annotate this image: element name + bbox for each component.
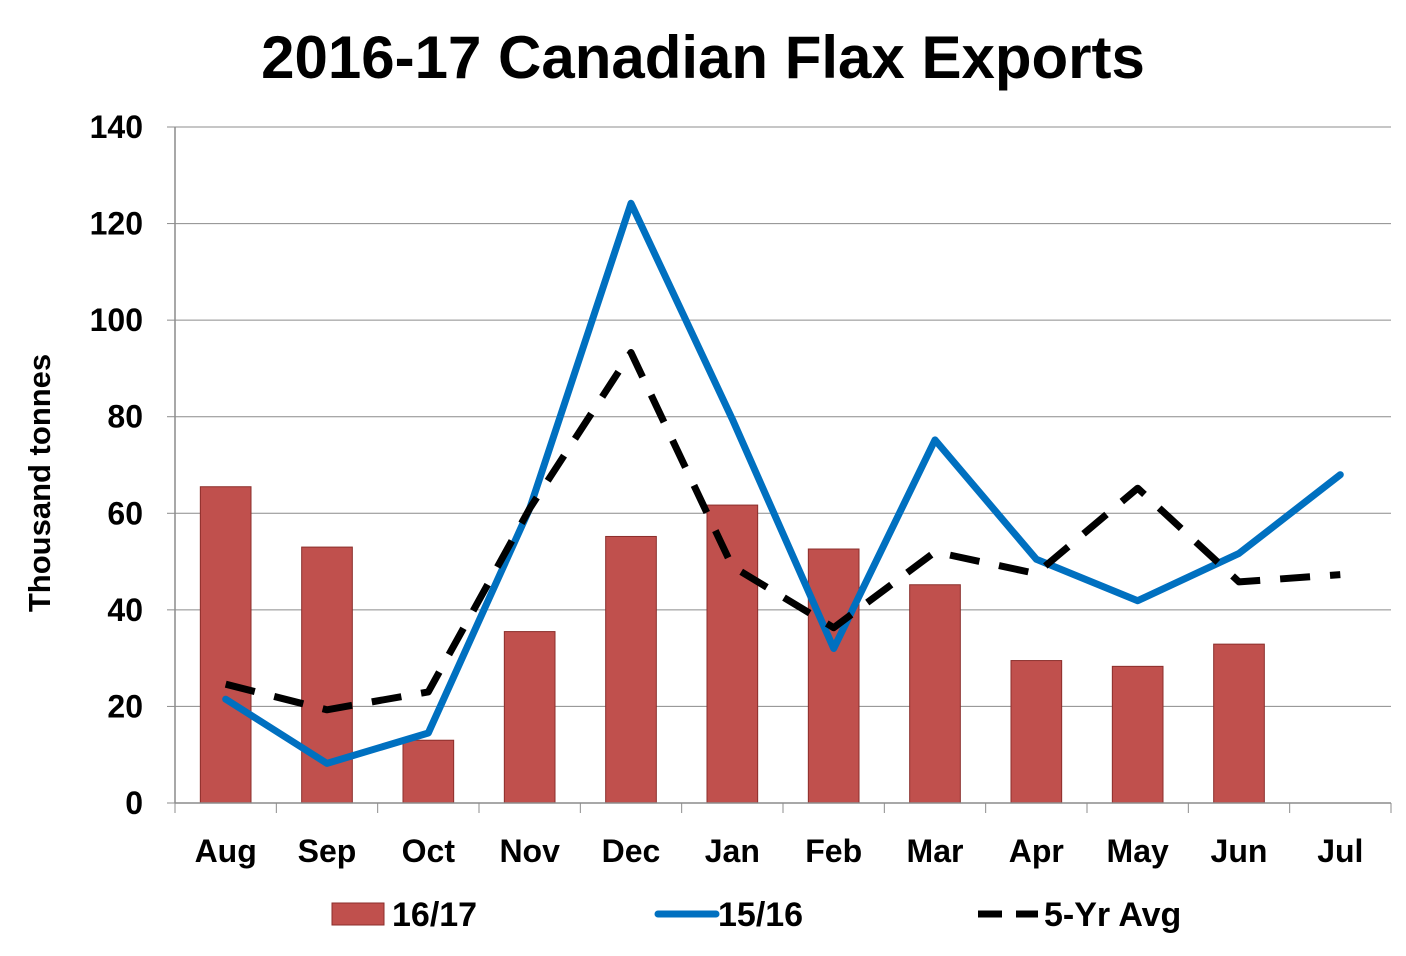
x-tick-labels: Aug Sep Oct Nov Dec Jan Feb Mar Apr May Jun Jul <box>195 833 1364 869</box>
series-line <box>222 199 1344 767</box>
x-tick-label: Oct <box>402 833 456 869</box>
x-tick-label: Feb <box>805 833 862 869</box>
x-tick-label: Nov <box>499 833 560 869</box>
y-tick-labels: 0 20 40 60 80 100 120 140 <box>90 109 143 821</box>
y-tick-label: 140 <box>90 109 143 145</box>
legend-label: 5-Yr Avg <box>1044 896 1181 934</box>
x-tick-label: Dec <box>602 833 661 869</box>
x-tick-label: Apr <box>1009 833 1064 869</box>
series-lines <box>222 199 1344 767</box>
y-tick-label: 120 <box>90 206 143 242</box>
legend-label: 16/17 <box>392 896 477 934</box>
y-tick-label: 100 <box>90 302 143 338</box>
bar <box>1111 665 1164 804</box>
bar <box>503 631 556 804</box>
bars <box>199 486 1265 804</box>
x-tick-label: Mar <box>907 833 964 869</box>
bar <box>605 535 657 804</box>
y-tick-label: 40 <box>107 592 143 628</box>
x-tick-label: Aug <box>195 833 257 869</box>
y-tick-label: 0 <box>125 785 143 821</box>
bar <box>1010 660 1063 804</box>
legend-label: 15/16 <box>718 896 803 934</box>
bar <box>706 504 759 804</box>
chart-title: 2016-17 Canadian Flax Exports <box>261 24 1145 91</box>
x-tick-label: Jan <box>705 833 760 869</box>
y-tick-label: 20 <box>107 688 143 724</box>
legend-swatch <box>331 902 385 926</box>
y-tick-label: 60 <box>107 495 143 531</box>
y-axis-title: Thousand tonnes <box>22 354 57 612</box>
x-tick-label: Sep <box>298 833 357 869</box>
axes <box>167 126 1392 813</box>
x-tick-label: Jul <box>1317 833 1363 869</box>
x-tick-label: Jun <box>1211 833 1268 869</box>
bar <box>402 739 455 804</box>
legend: 16/17 15/16 5-Yr Avg <box>331 896 1181 934</box>
bar <box>807 548 860 804</box>
y-tick-label: 80 <box>107 399 143 435</box>
gridlines <box>175 126 1391 707</box>
bar <box>909 584 961 804</box>
bar <box>1213 643 1265 804</box>
bar <box>199 486 252 804</box>
x-tick-label: May <box>1107 833 1169 869</box>
